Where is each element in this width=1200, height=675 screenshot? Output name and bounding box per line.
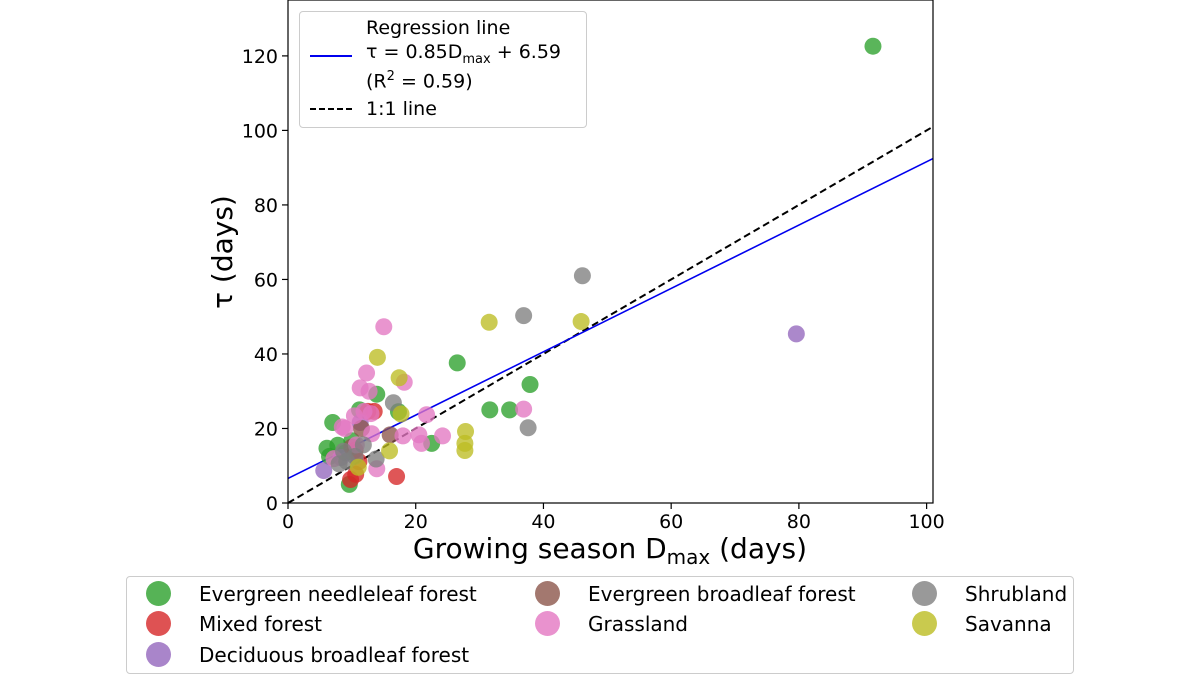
plot-frame xyxy=(287,0,934,504)
regression-legend-equation: τ = 0.85Dmax + 6.59 xyxy=(366,41,562,67)
point-grassland xyxy=(434,427,452,445)
point-savanna xyxy=(381,442,399,460)
point-savanna xyxy=(368,348,386,366)
x-tick-label: 0 xyxy=(282,511,294,533)
legend-label: Savanna xyxy=(965,611,1052,636)
point-grassland xyxy=(515,400,533,418)
y-tick-label: 20 xyxy=(254,418,278,440)
x-axis-label: Growing season Dmax (days) xyxy=(413,532,807,569)
point-evergreen-broadleaf-forest xyxy=(381,426,399,444)
point-evergreen-needleleaf-forest xyxy=(864,37,882,55)
category-legend: Evergreen needleleaf forest Mixed forest… xyxy=(126,576,1074,674)
regression-legend: Regression line τ = 0.85Dmax + 6.59 (R2 … xyxy=(299,11,587,128)
point-savanna xyxy=(392,405,410,423)
legend-item-shrubland: Shrubland xyxy=(912,581,1067,606)
legend-dot xyxy=(146,611,171,636)
legend-dot xyxy=(912,581,937,606)
legend-item-savanna: Savanna xyxy=(912,611,1052,636)
point-evergreen-needleleaf-forest xyxy=(501,401,519,419)
legend-item-evergreen-needleleaf: Evergreen needleleaf forest xyxy=(146,581,477,606)
y-tick-label: 60 xyxy=(254,269,278,291)
legend-dot xyxy=(146,642,171,667)
y-tick-label: 120 xyxy=(242,46,278,68)
point-savanna xyxy=(390,369,408,387)
one-to-one-legend-label: 1:1 line xyxy=(366,98,437,120)
point-deciduous-broadleaf-forest xyxy=(787,325,805,343)
data-points xyxy=(315,37,882,493)
x-tick-label: 60 xyxy=(659,511,683,533)
legend-item-grassland: Grassland xyxy=(535,611,688,636)
x-tick-label: 100 xyxy=(908,511,944,533)
point-evergreen-needleleaf-forest xyxy=(521,376,539,394)
x-tick-label: 40 xyxy=(531,511,555,533)
x-tick-label: 20 xyxy=(404,511,428,533)
point-savanna xyxy=(456,441,474,459)
legend-label: Grassland xyxy=(588,611,688,636)
y-axis-ticks: 0 20 40 60 80 100 120 xyxy=(242,46,288,515)
point-deciduous-broadleaf-forest xyxy=(315,462,333,480)
legend-label: Evergreen needleleaf forest xyxy=(199,581,477,606)
legend-dot xyxy=(146,581,171,606)
legend-item-deciduous-broadleaf: Deciduous broadleaf forest xyxy=(146,642,469,667)
legend-dot xyxy=(535,581,560,606)
point-shrubland xyxy=(515,307,533,325)
point-grassland xyxy=(358,364,376,382)
legend-label: Evergreen broadleaf forest xyxy=(588,581,856,606)
x-tick-label: 80 xyxy=(787,511,811,533)
regression-legend-swatch xyxy=(310,55,352,57)
legend-dot xyxy=(912,611,937,636)
x-axis-ticks: 0 20 40 60 80 100 xyxy=(282,503,945,533)
point-grassland xyxy=(336,419,354,437)
point-savanna xyxy=(349,458,367,476)
point-evergreen-needleleaf-forest xyxy=(481,401,499,419)
point-mixed-forest xyxy=(388,468,406,486)
y-tick-label: 0 xyxy=(266,493,278,515)
legend-label: Mixed forest xyxy=(199,611,323,636)
y-tick-label: 80 xyxy=(254,195,278,217)
legend-dot xyxy=(535,611,560,636)
regression-legend-title: Regression line xyxy=(366,17,511,39)
point-grassland xyxy=(362,405,380,423)
legend-label: Deciduous broadleaf forest xyxy=(199,642,470,667)
point-evergreen-needleleaf-forest xyxy=(448,354,466,372)
y-tick-label: 100 xyxy=(242,120,278,142)
point-shrubland xyxy=(367,450,385,468)
legend-label: Shrubland xyxy=(965,581,1068,606)
y-tick-label: 40 xyxy=(254,344,278,366)
point-grassland xyxy=(360,382,378,400)
y-axis-label: τ (days) xyxy=(206,195,239,309)
point-grassland xyxy=(394,427,412,445)
legend-item-evergreen-broadleaf: Evergreen broadleaf forest xyxy=(535,581,856,606)
regression-legend-r2: (R2 = 0.59) xyxy=(366,69,473,93)
legend-item-mixed-forest: Mixed forest xyxy=(146,611,322,636)
point-shrubland xyxy=(573,267,591,285)
point-savanna xyxy=(572,313,590,331)
point-grassland xyxy=(418,406,436,424)
regression-line xyxy=(287,157,934,480)
point-savanna xyxy=(480,313,498,331)
point-grassland xyxy=(412,434,430,452)
point-shrubland xyxy=(519,419,537,437)
point-grassland xyxy=(375,318,393,336)
one-to-one-legend-swatch xyxy=(310,108,352,110)
